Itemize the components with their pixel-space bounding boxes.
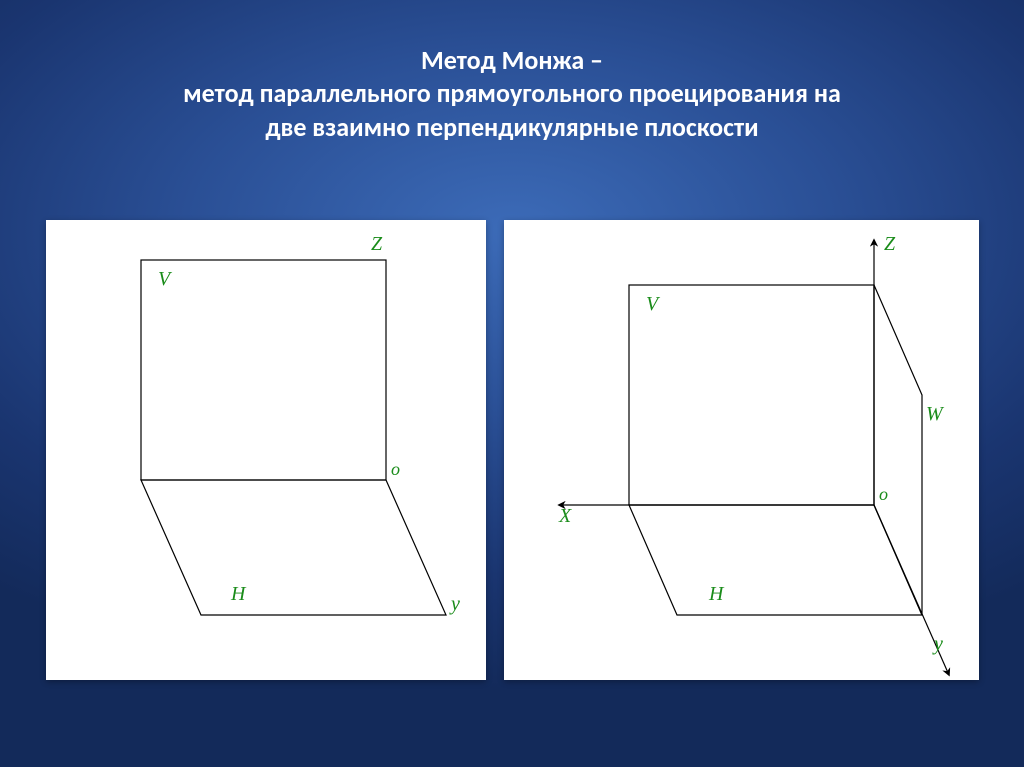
label-o: о bbox=[879, 484, 888, 504]
slide-title: Метод Монжа – метод параллельного прямоу… bbox=[0, 0, 1024, 144]
label-v: V bbox=[646, 293, 661, 315]
label-h: Н bbox=[708, 583, 725, 605]
label-y: у bbox=[449, 593, 460, 615]
label-x: Х bbox=[558, 505, 572, 527]
label-y: у bbox=[932, 633, 943, 655]
title-line-2: метод параллельного прямоугольного проец… bbox=[0, 77, 1024, 110]
slide: Метод Монжа – метод параллельного прямоу… bbox=[0, 0, 1024, 767]
h-plane-parallelogram bbox=[141, 480, 446, 615]
label-h: Н bbox=[230, 583, 247, 605]
v-plane-rect bbox=[141, 260, 386, 480]
title-line-1: Метод Монжа – bbox=[0, 44, 1024, 77]
left-diagram-panel: Z V о Н у bbox=[46, 220, 486, 680]
label-o: о bbox=[391, 459, 400, 479]
label-w: W bbox=[926, 403, 945, 425]
w-plane-parallelogram bbox=[874, 285, 922, 615]
panels-row: Z V о Н у bbox=[0, 220, 1024, 680]
label-z: Z bbox=[371, 233, 383, 255]
h-plane-parallelogram bbox=[629, 505, 922, 615]
label-v: V bbox=[158, 268, 173, 290]
label-z: Z bbox=[884, 233, 896, 255]
left-diagram-svg: Z V о Н у bbox=[46, 220, 486, 680]
right-diagram-svg: Z V W о Х Н у bbox=[504, 220, 979, 680]
right-diagram-panel: Z V W о Х Н у bbox=[504, 220, 979, 680]
v-plane-rect bbox=[629, 285, 874, 505]
title-line-3: две взаимно перпендикулярные плоскости bbox=[0, 111, 1024, 144]
